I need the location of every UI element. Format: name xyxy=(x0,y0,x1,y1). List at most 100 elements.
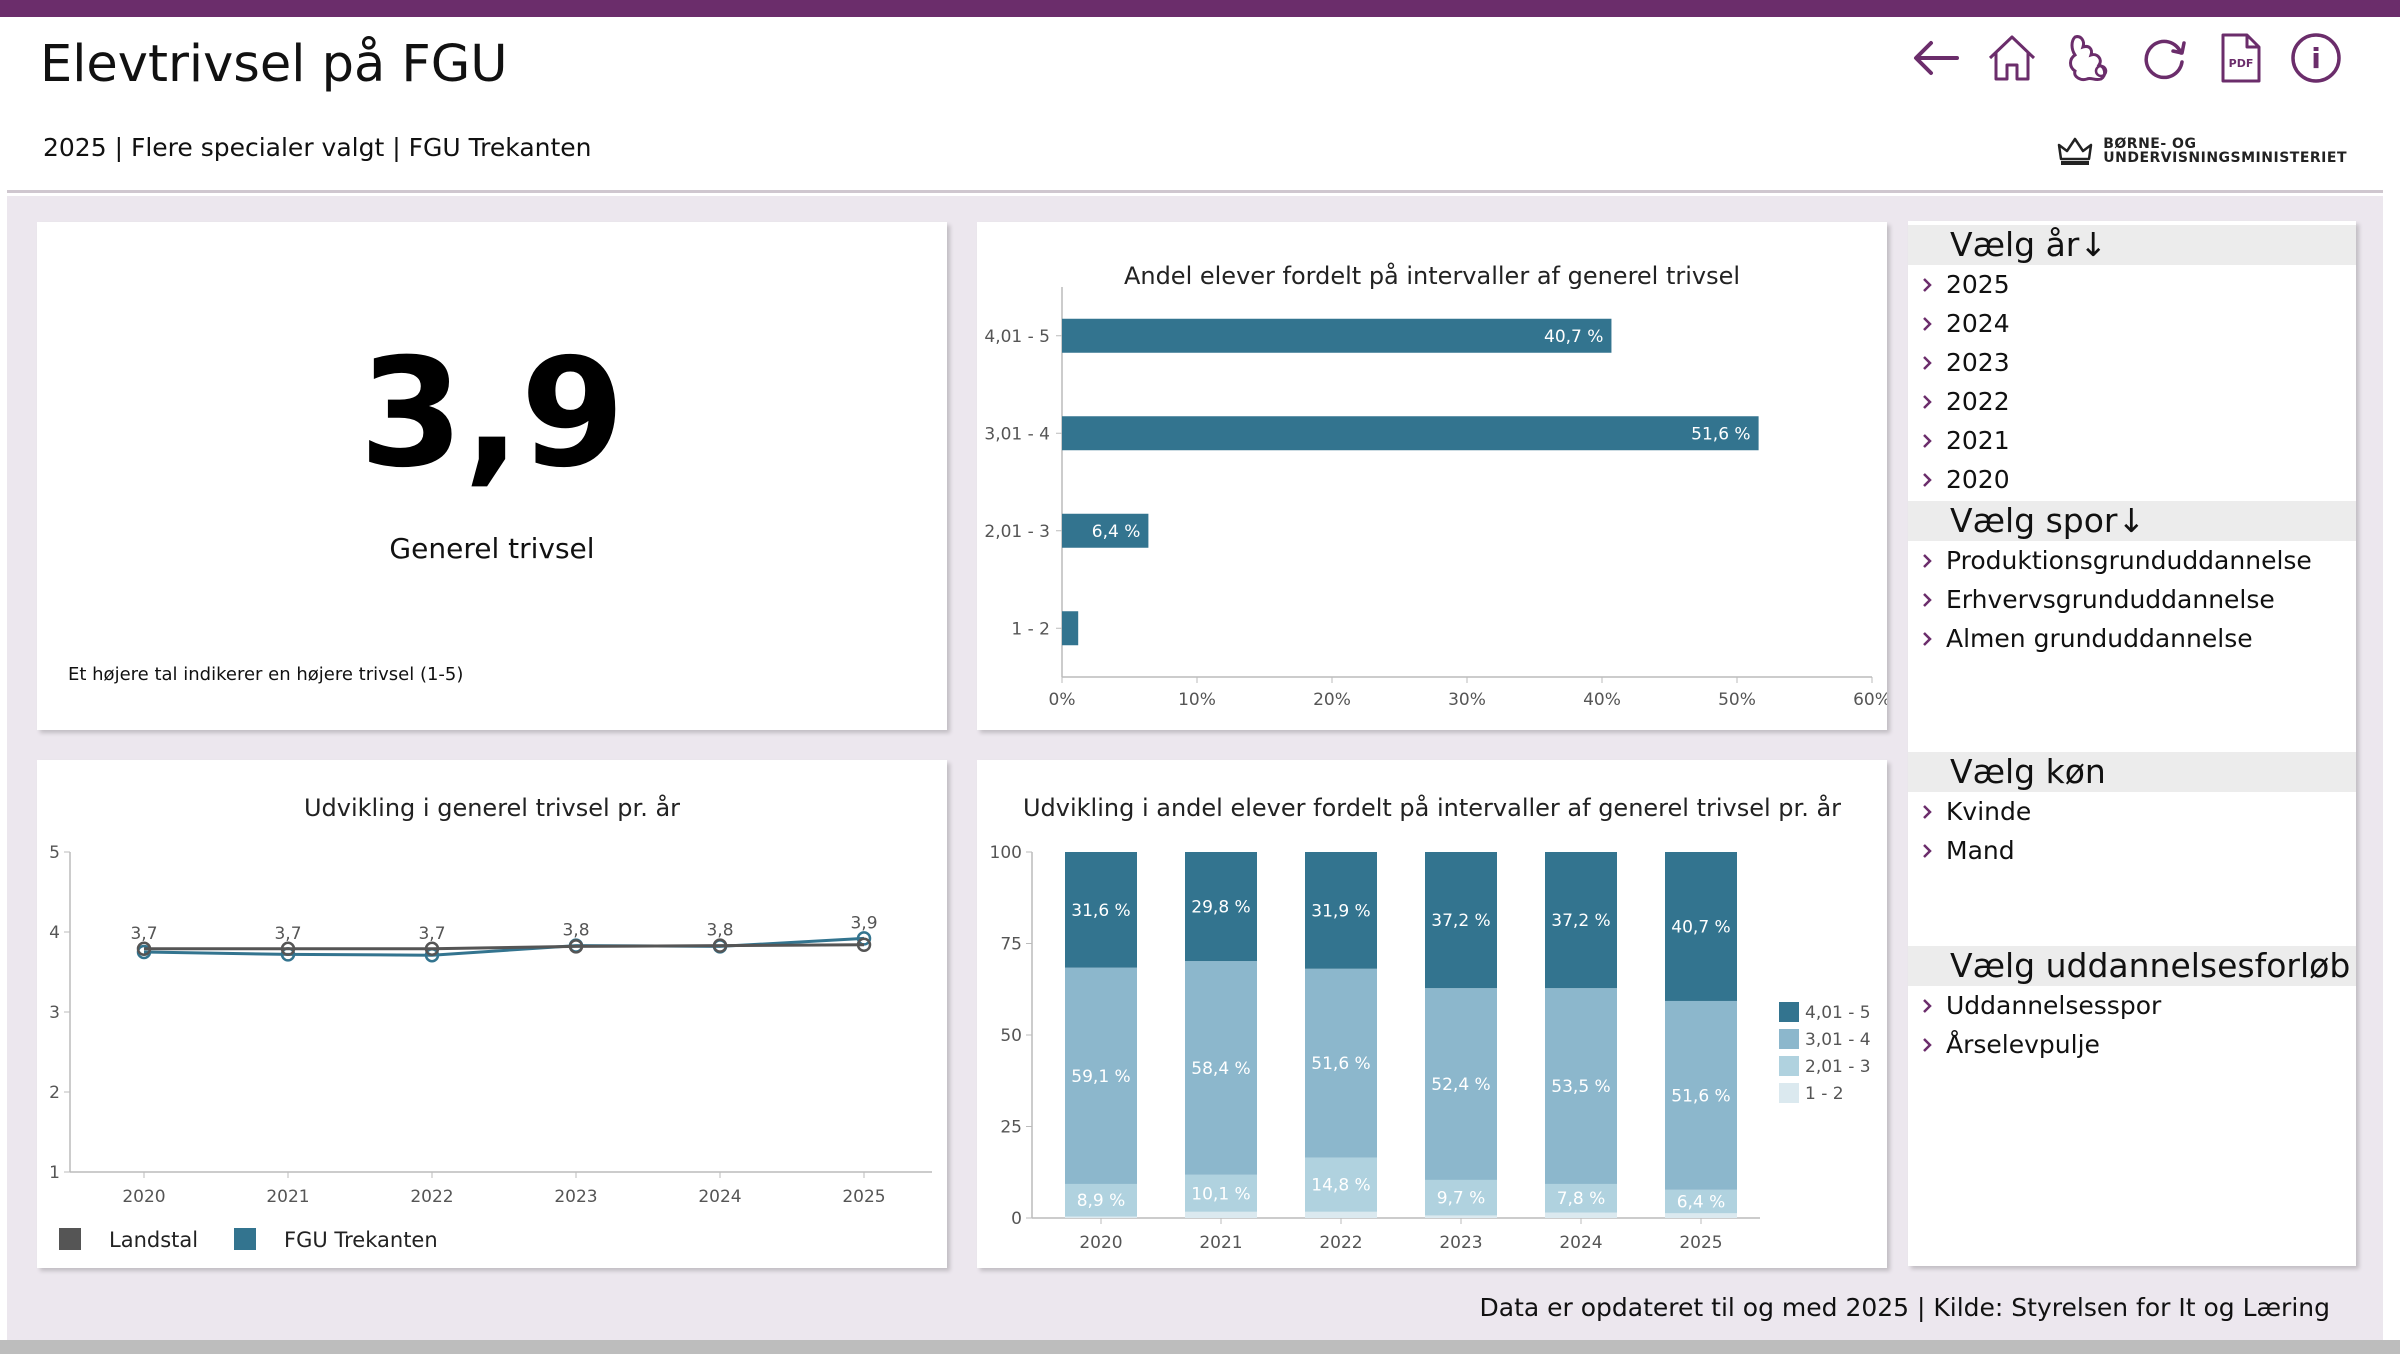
map-icon[interactable] xyxy=(2061,31,2115,85)
y-tick-label: 1 - 2 xyxy=(1011,619,1050,639)
data-point xyxy=(136,941,152,957)
filter-item-gender[interactable]: Mand xyxy=(1908,831,2356,870)
y-tick-label: 1 xyxy=(49,1163,60,1183)
chevron-right-icon xyxy=(1908,316,1946,332)
y-tick-label: 0 xyxy=(1011,1209,1022,1229)
x-tick-label: 40% xyxy=(1583,690,1621,710)
bar-segment xyxy=(1185,1174,1257,1212)
filter-item-label: 2023 xyxy=(1946,348,2010,377)
ministry-logo: BØRNE- OG UNDERVISNINGSMINISTERIET xyxy=(2057,135,2347,167)
y-tick-label: 100 xyxy=(990,843,1022,863)
legend-swatch xyxy=(1779,1083,1799,1103)
y-tick-label: 50 xyxy=(1000,1026,1022,1046)
chevron-right-icon xyxy=(1908,843,1946,859)
data-label: 58,4 % xyxy=(1191,1059,1250,1079)
filter-item-year[interactable]: 2022 xyxy=(1908,382,2356,421)
info-icon-label: i xyxy=(2311,42,2321,75)
kpi-value: 3,9 xyxy=(359,327,625,501)
filter-item-year[interactable]: 2025 xyxy=(1908,265,2356,304)
data-label: 14,8 % xyxy=(1311,1176,1370,1196)
x-tick-label: 2023 xyxy=(554,1187,597,1207)
chart-title: Andel elever fordelt på intervaller af g… xyxy=(1123,262,1741,290)
back-arrow-icon[interactable] xyxy=(1909,31,1963,85)
data-label: 6,4 % xyxy=(1677,1193,1726,1213)
data-label: 3,8 xyxy=(562,921,589,941)
chevron-right-icon xyxy=(1908,1037,1946,1053)
x-tick-label: 2025 xyxy=(842,1187,885,1207)
gender-filter-title[interactable]: Vælg køn xyxy=(1908,752,2356,792)
y-tick-label: 2,01 - 3 xyxy=(984,522,1050,542)
year-filter-title[interactable]: Vælg år↓ xyxy=(1908,225,2356,265)
data-label: 52,4 % xyxy=(1431,1075,1490,1095)
bar-segment xyxy=(1545,852,1617,989)
x-tick-label: 60% xyxy=(1853,690,1887,710)
bar xyxy=(1062,416,1759,451)
filter-item-track[interactable]: Almen grunduddannelse xyxy=(1908,619,2356,658)
filter-item-label: Almen grunduddannelse xyxy=(1946,624,2253,653)
filter-item-year[interactable]: 2021 xyxy=(1908,421,2356,460)
bar xyxy=(1062,318,1612,353)
filter-item-course[interactable]: Årselevpulje xyxy=(1908,1025,2356,1064)
filter-item-label: 2024 xyxy=(1946,309,2010,338)
bar-segment xyxy=(1185,1211,1257,1218)
filter-item-label: Kvinde xyxy=(1946,797,2032,826)
interval-bar-chart: 0% 10% 20% 30% 40% 50% 60% 4,01 - 5 40,7 % 3,01 -… xyxy=(984,287,1887,710)
data-point xyxy=(856,931,872,946)
filter-item-course[interactable]: Uddannelsesspor xyxy=(1908,986,2356,1025)
bar-segment xyxy=(1425,988,1497,1180)
crown-icon xyxy=(2057,137,2093,165)
x-tick-label: 2024 xyxy=(698,1187,741,1207)
track-filter-title[interactable]: Vælg spor↓ xyxy=(1908,501,2356,541)
x-tick-label: 2024 xyxy=(1559,1233,1602,1253)
kpi-note: Et højere tal indikerer en højere trivse… xyxy=(68,664,464,685)
bar-segment xyxy=(1665,1213,1737,1218)
legend-swatch xyxy=(1779,1056,1799,1076)
chevron-right-icon xyxy=(1908,277,1946,293)
filter-item-gender[interactable]: Kvinde xyxy=(1908,792,2356,831)
bar-segment xyxy=(1305,1211,1377,1218)
data-point xyxy=(856,937,872,953)
filter-item-label: Årselevpulje xyxy=(1946,1030,2100,1059)
filter-item-year[interactable]: 2020 xyxy=(1908,460,2356,499)
info-icon[interactable]: i xyxy=(2289,31,2343,85)
data-point xyxy=(424,941,440,957)
stacked-bar-chart-card: Udvikling i andel elever fordelt på inte… xyxy=(977,760,1887,1268)
filter-item-year[interactable]: 2024 xyxy=(1908,304,2356,343)
pdf-icon[interactable]: PDF xyxy=(2213,31,2267,85)
x-tick-label: 2025 xyxy=(1679,1233,1722,1253)
course-filter-title[interactable]: Vælg uddannelsesforløb xyxy=(1908,946,2356,986)
page-title: Elevtrivsel på FGU xyxy=(40,35,508,94)
legend-label: 1 - 2 xyxy=(1805,1084,1844,1104)
legend-label: 3,01 - 4 xyxy=(1805,1030,1871,1050)
filter-item-label: Mand xyxy=(1946,836,2015,865)
y-tick-label: 25 xyxy=(1000,1118,1022,1138)
filter-item-track[interactable]: Erhvervsgrunduddannelse xyxy=(1908,580,2356,619)
bar-segment xyxy=(1065,1183,1137,1217)
data-label: 40,7 % xyxy=(1544,327,1603,347)
filter-item-label: Erhvervsgrunduddannelse xyxy=(1946,585,2275,614)
bar-segment xyxy=(1065,967,1137,1184)
legend-swatch xyxy=(59,1228,81,1250)
refresh-icon[interactable] xyxy=(2137,31,2191,85)
home-icon[interactable] xyxy=(1985,31,2039,85)
y-tick-label: 4 xyxy=(49,923,60,943)
data-label: 31,9 % xyxy=(1311,901,1370,921)
x-tick-label: 2022 xyxy=(410,1187,453,1207)
bar-segment xyxy=(1305,1157,1377,1212)
bar-segment xyxy=(1305,852,1377,969)
y-tick-label: 4,01 - 5 xyxy=(984,327,1050,347)
bar-segment xyxy=(1425,1179,1497,1216)
legend-label: FGU Trekanten xyxy=(284,1228,438,1252)
bar-segment xyxy=(1545,1212,1617,1218)
filter-item-label: 2025 xyxy=(1946,270,2010,299)
bar-segment xyxy=(1185,961,1257,1175)
filter-item-track[interactable]: Produktionsgrunduddannelse xyxy=(1908,541,2356,580)
filter-item-year[interactable]: 2023 xyxy=(1908,343,2356,382)
series-line xyxy=(144,943,865,951)
y-tick-label: 5 xyxy=(49,843,60,863)
y-tick-label: 3,01 - 4 xyxy=(984,424,1050,444)
horizontal-scrollbar[interactable] xyxy=(0,1340,2400,1354)
x-tick-label: 2021 xyxy=(266,1187,309,1207)
chevron-right-icon xyxy=(1908,394,1946,410)
accent-bar xyxy=(0,0,2400,17)
